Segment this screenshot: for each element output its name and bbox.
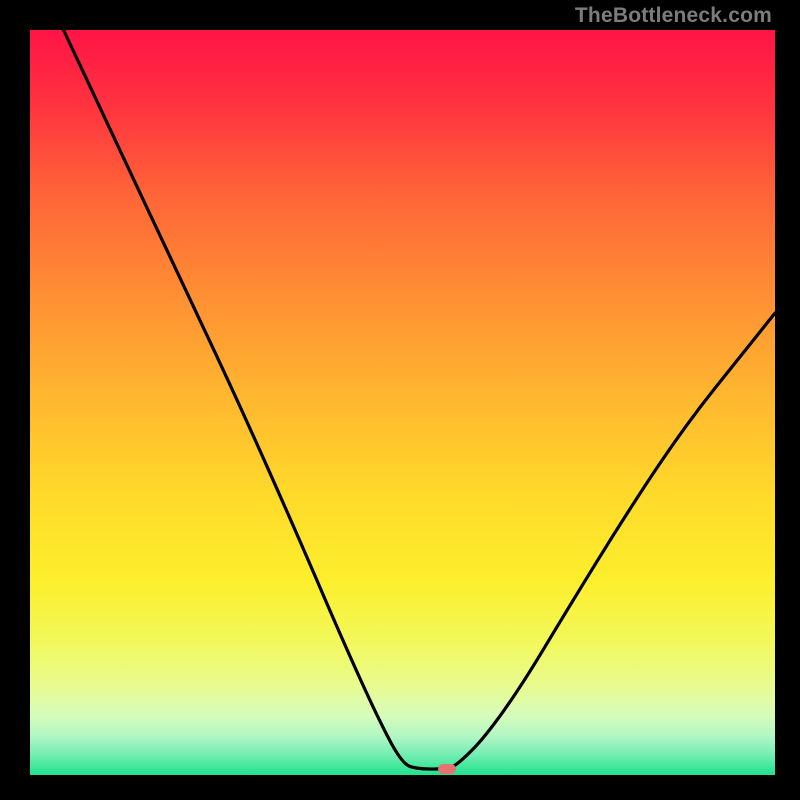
watermark-text: TheBottleneck.com (575, 4, 772, 28)
optimal-marker (438, 764, 456, 774)
chart-frame: TheBottleneck.com (0, 0, 800, 800)
plot-area (30, 30, 775, 775)
v-curve (30, 30, 775, 775)
